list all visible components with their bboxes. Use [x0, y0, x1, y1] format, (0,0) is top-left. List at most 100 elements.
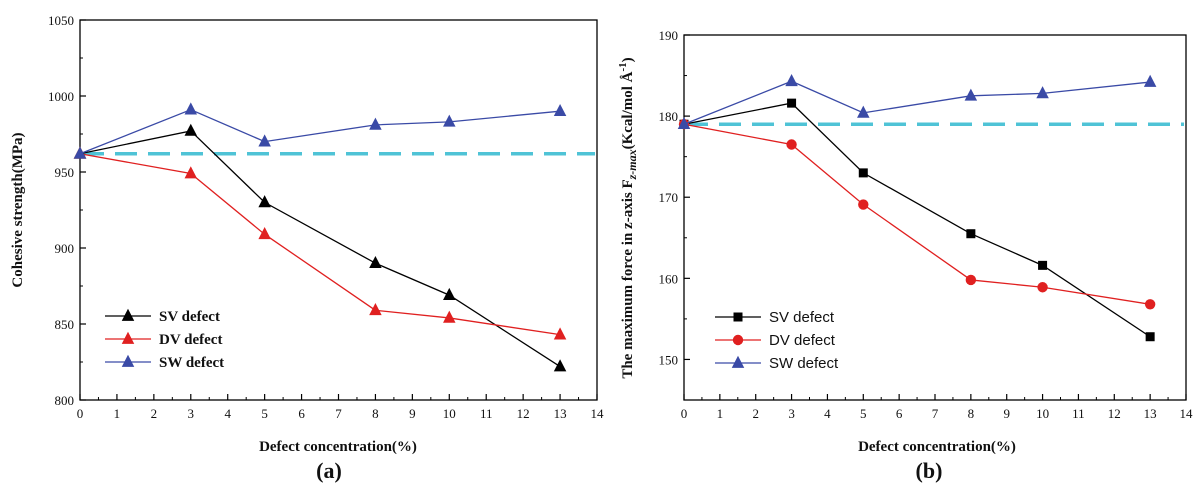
series-line-sw-defect [683, 80, 1151, 125]
data-point-dv-defect [369, 303, 382, 316]
x-tick-label: 9 [409, 406, 416, 421]
x-tick-label: 6 [298, 406, 305, 421]
x-tick-label: 0 [681, 406, 688, 421]
x-tick-label: 1 [114, 406, 121, 421]
data-point-sw-defect [258, 134, 271, 147]
legend-label-dv-defect: DV defect [159, 332, 222, 348]
data-point-sv-defect [1038, 260, 1048, 270]
y-axis-label-b-sub: z-max [625, 149, 639, 180]
data-point-dv-defect [258, 227, 271, 240]
x-axis-label-b: Defect concentration(%) [858, 439, 1016, 455]
data-point-sv-defect [553, 359, 567, 372]
x-tick-label: 8 [372, 406, 379, 421]
data-point-dv-defect [965, 274, 977, 286]
legend-label-sv-defect: SV defect [769, 309, 835, 326]
data-point-sw-defect [443, 114, 456, 127]
x-tick-label: 1 [717, 406, 724, 421]
series-line-dv-defect [683, 123, 1151, 305]
x-tick-label: 13 [554, 406, 567, 421]
legend-label-sw-defect: SW defect [769, 355, 839, 372]
y-tick-label: 1050 [48, 13, 74, 28]
plot-frame-b [683, 34, 1187, 401]
x-tick-label: 10 [443, 406, 456, 421]
legend-marker-sv-defect [733, 312, 743, 322]
data-point-sw-defect [857, 105, 870, 118]
y-tick-label: 950 [55, 165, 75, 180]
legend-marker-sw-defect [731, 355, 745, 368]
data-point-sv-defect [258, 195, 271, 208]
y-tick-label: 900 [55, 241, 75, 256]
data-point-sw-defect [677, 116, 691, 130]
x-tick-label: 3 [188, 406, 195, 421]
series-group-a [73, 102, 567, 372]
x-tick-label: 3 [788, 406, 795, 421]
legend-label-dv-defect: DV defect [769, 332, 836, 349]
legend-marker-sv-defect [121, 308, 135, 321]
data-point-sv-defect [1145, 332, 1155, 342]
data-point-dv-defect [553, 327, 567, 340]
legend-label-sw-defect: SW defect [159, 355, 224, 371]
data-point-sw-defect [785, 73, 798, 87]
data-point-sv-defect [369, 255, 382, 269]
data-point-dv-defect [443, 310, 456, 323]
y-tick-label: 150 [659, 352, 679, 367]
series-line-sv-defect [79, 130, 561, 368]
legend-marker-dv-defect [732, 334, 744, 346]
legend-label-sv-defect: SV defect [159, 309, 220, 325]
data-point-sw-defect [553, 103, 567, 117]
data-point-dv-defect [786, 139, 797, 150]
x-ticks-a: 0 1 2 3 4 5 6 7 8 9 10 11 12 13 14 [77, 394, 604, 421]
x-tick-label: 7 [335, 406, 342, 421]
y-axis-label-b: The maximum force in z-axis Fz-max(Kcal/… [617, 57, 639, 378]
x-tick-label: 7 [932, 406, 939, 421]
x-tick-label: 5 [261, 406, 268, 421]
data-point-sw-defect [73, 146, 87, 159]
x-tick-label: 14 [591, 406, 605, 421]
y-axis-label-b-main: The maximum force in z-axis F [620, 179, 636, 378]
series-group-b [677, 73, 1157, 342]
x-tick-label: 2 [752, 406, 759, 421]
data-point-sv-defect [443, 287, 456, 300]
x-tick-label: 6 [896, 406, 903, 421]
x-tick-label: 4 [224, 406, 231, 421]
data-point-dv-defect [1037, 282, 1048, 293]
y-axis-label-b-close: ) [620, 57, 636, 62]
x-tick-label: 4 [824, 406, 831, 421]
data-point-sw-defect [184, 102, 198, 115]
chart-panel-a: 0 1 2 3 4 5 6 7 8 9 10 11 12 13 14 8008509009501000105… [10, 13, 604, 483]
data-point-dv-defect [1144, 299, 1156, 310]
x-ticks-b: 0 1 2 3 4 5 6 7 8 9 10 11 12 13 14 [681, 394, 1193, 421]
x-tick-label: 8 [968, 406, 975, 421]
series-line-sv-defect [683, 102, 1151, 338]
x-axis-label-a: Defect concentration(%) [259, 439, 417, 455]
series-line-sw-defect [79, 108, 561, 155]
data-point-sv-defect [184, 123, 198, 136]
data-point-dv-defect [184, 166, 198, 179]
data-point-sw-defect [964, 88, 978, 101]
x-tick-label: 13 [1144, 406, 1157, 421]
series-line-dv-defect [79, 153, 561, 336]
y-ticks-a: 800 850 900 950 1000 1050 [48, 13, 86, 408]
y-tick-label: 170 [659, 190, 679, 205]
legend-marker-dv-defect [121, 331, 135, 344]
data-point-sv-defect [966, 229, 976, 239]
y-tick-label: 190 [659, 28, 679, 43]
y-tick-label: 180 [659, 109, 679, 124]
x-tick-label: 11 [1072, 406, 1085, 421]
x-tick-label: 0 [77, 406, 84, 421]
panel-label-b: (b) [916, 458, 943, 483]
y-axis-label-a: Cohesive strength(MPa) [10, 132, 26, 287]
data-point-sw-defect [369, 117, 382, 130]
x-tick-label: 14 [1180, 406, 1194, 421]
x-tick-label: 10 [1036, 406, 1049, 421]
plot-frame-a [79, 19, 598, 401]
legend-marker-sw-defect [121, 354, 135, 367]
data-point-dv-defect [858, 199, 869, 210]
legend-b: SV defect DV defect SW defect [715, 309, 839, 372]
x-tick-label: 2 [151, 406, 158, 421]
y-tick-label: 1000 [48, 89, 74, 104]
panel-label-a: (a) [316, 458, 342, 483]
y-axis-label-b-exp: -1 [617, 62, 629, 71]
